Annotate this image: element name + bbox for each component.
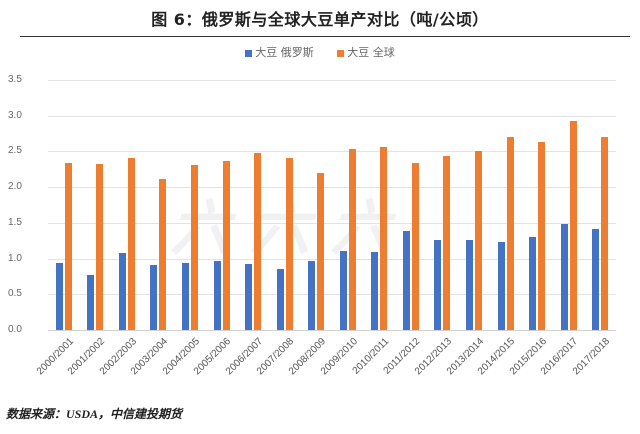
bar-world: [443, 155, 451, 330]
bar-russia: [339, 251, 347, 330]
bar-russia: [529, 237, 537, 330]
bar-russia: [55, 262, 63, 330]
bar-world: [601, 136, 609, 330]
bar-russia: [276, 269, 284, 330]
y-tick-label: 2.0: [8, 181, 22, 192]
gridline: [48, 223, 616, 224]
bar-russia: [182, 262, 189, 330]
legend-label: 大豆 全球: [347, 46, 395, 59]
legend-swatch-world: [337, 49, 345, 57]
legend: 大豆 俄罗斯 大豆 全球: [0, 44, 640, 60]
bar-russia: [118, 252, 126, 330]
bar-world: [380, 146, 388, 330]
gridline: [48, 259, 616, 260]
gridline: [48, 294, 616, 295]
bar-world: [285, 158, 293, 330]
y-tick-label: 0.0: [8, 324, 22, 335]
title-divider: [20, 36, 630, 37]
bar-world: [475, 151, 482, 330]
bar-russia: [466, 239, 473, 330]
bar-russia: [245, 264, 253, 330]
bar-russia: [402, 231, 410, 330]
bar-world: [64, 162, 72, 330]
bar-world: [317, 173, 325, 330]
bar-russia: [87, 274, 95, 330]
bar-world: [254, 152, 262, 330]
gridline: [48, 80, 616, 81]
bar-russia: [150, 264, 158, 330]
legend-swatch-russia: [245, 49, 253, 57]
y-tick-label: 0.5: [8, 288, 22, 299]
bar-world: [127, 157, 135, 330]
bar-russia: [434, 239, 442, 330]
y-tick-label: 3.5: [8, 74, 22, 85]
bar-russia: [592, 229, 600, 330]
bar-world: [411, 163, 419, 330]
bar-world: [222, 161, 230, 330]
legend-item-russia: 大豆 俄罗斯: [245, 44, 314, 60]
y-tick-label: 1.5: [8, 217, 22, 228]
bar-russia: [497, 242, 505, 330]
bar-world: [348, 149, 356, 330]
source-note: 数据来源：USDA，中信建投期货: [6, 407, 183, 421]
bar-world: [191, 164, 198, 330]
bar-russia: [371, 252, 379, 330]
legend-label: 大豆 俄罗斯: [255, 46, 314, 59]
bar-russia: [560, 224, 568, 330]
y-tick-label: 2.5: [8, 145, 22, 156]
bar-world: [159, 179, 167, 330]
y-tick-label: 1.0: [8, 253, 22, 264]
legend-item-world: 大豆 全球: [337, 44, 395, 60]
gridline: [48, 116, 616, 117]
chart-title: 图 6：俄罗斯与全球大豆单产对比（吨/公顷）: [151, 10, 489, 29]
x-axis: [48, 330, 616, 331]
y-tick-label: 3.0: [8, 110, 22, 121]
bar-russia: [213, 260, 221, 330]
gridline: [48, 187, 616, 188]
bar-russia: [308, 260, 316, 330]
gridline: [48, 151, 616, 152]
bar-world: [569, 121, 577, 330]
bar-world: [506, 136, 514, 330]
bar-world: [96, 164, 104, 330]
bar-world: [538, 141, 546, 330]
